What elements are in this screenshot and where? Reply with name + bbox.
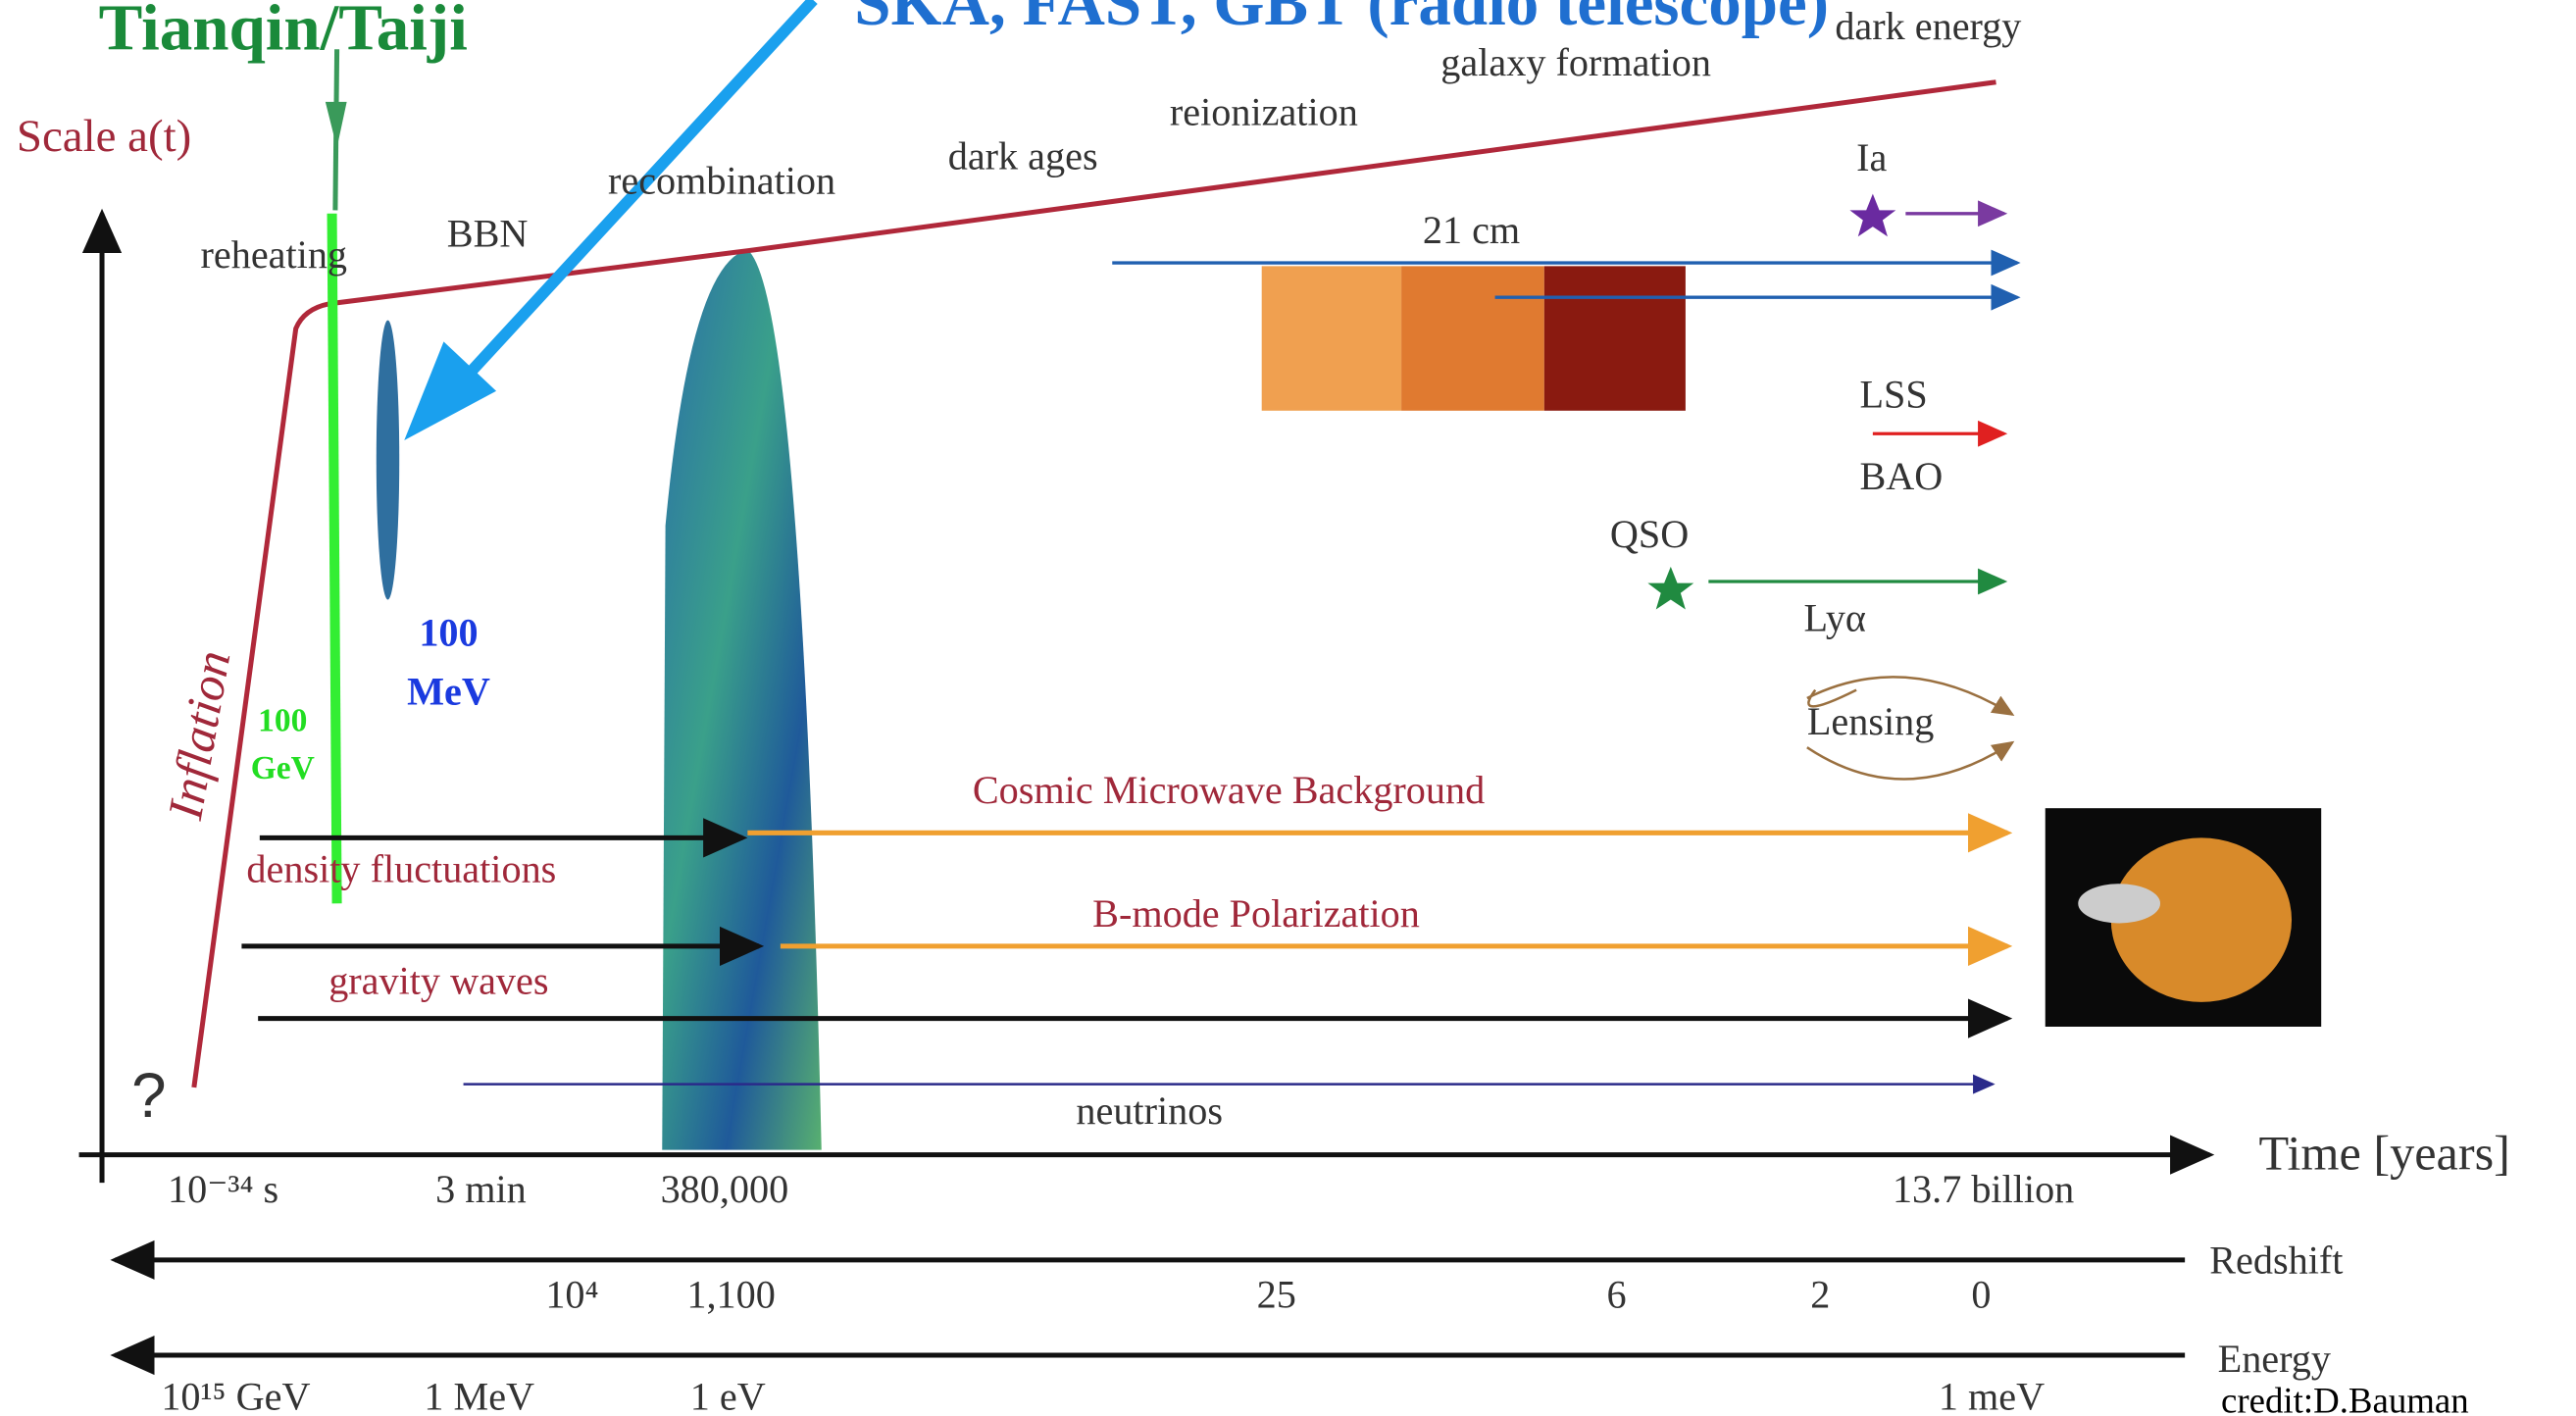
probe: BAO [1859,454,1943,498]
arrow [1807,742,2012,779]
probe: Cosmic Microwave Background [973,768,1485,812]
axis-label: Scale a(t) [17,111,191,162]
epoch: recombination [608,159,835,203]
callout: Tianqin/Taiji [99,0,468,64]
redshift-label: 10⁴ [545,1272,598,1316]
probe: Lyα [1804,595,1866,639]
axis-label: Energy [2218,1337,2331,1381]
probe: neutrinos [1076,1088,1223,1133]
radio-band [377,321,399,600]
cmb-map [662,250,821,1150]
time-label: 13.7 billion [1893,1167,2074,1211]
satellite [2078,884,2160,923]
epoch: reionization [1170,89,1358,133]
redshift-label: 25 [1257,1272,1296,1316]
probe: density fluctuations [246,847,556,891]
axis-label: Redshift [2209,1238,2343,1282]
probe: gravity waves [328,958,548,1002]
time-label: 3 min [435,1167,527,1211]
epoch: BBN [447,211,529,255]
axis-label: Time [years] [2259,1126,2510,1181]
energy-callout: 100 [258,702,307,738]
time-label: 380,000 [661,1167,789,1211]
energy-label: 10¹⁵ GeV [161,1374,310,1416]
pointer-head [326,102,347,148]
redshift-label: 2 [1810,1272,1830,1316]
redshift-label: 1,100 [686,1272,775,1316]
energy-callout: MeV [407,670,490,714]
redshift-label: 0 [1971,1272,1991,1316]
probe: Lensing [1807,699,1934,743]
energy-callout: GeV [251,750,315,786]
energy-callout: 100 [419,610,478,654]
probe: Ia [1856,135,1887,179]
origin-mark: ? [131,1061,166,1131]
page: {"callouts": {"gw_detectors": "Tianqin/T… [0,0,2576,1416]
probe: QSO [1610,512,1689,556]
redshift-label: 6 [1606,1272,1626,1316]
epoch: dark energy [1835,4,2021,48]
star [1647,567,1693,610]
epoch: galaxy formation [1440,40,1711,84]
probe: 21 cm [1423,208,1520,252]
probe: LSS [1859,372,1927,416]
credit: credit:D.Bauman [2221,1381,2469,1416]
map-21cm [1401,266,1544,410]
map-21cm [1262,266,1401,410]
callout: SKA, FAST, GBT (radio telescope) [854,0,1829,39]
epoch: dark ages [948,134,1098,178]
diagram: Tianqin/Taiji SKA, FAST, GBT (radio tele… [0,0,2576,1416]
gw-band [332,214,337,904]
energy-label: 1 meV [1939,1374,2045,1416]
energy-label: 1 MeV [424,1374,534,1416]
star [1849,194,1895,237]
map-21cm [1544,266,1686,410]
time-label: 10⁻³⁴ s [168,1167,278,1211]
epoch: Inflation [157,646,240,824]
energy-label: 1 eV [690,1374,766,1416]
probe: B-mode Polarization [1092,891,1420,936]
epoch: reheating [201,232,348,277]
